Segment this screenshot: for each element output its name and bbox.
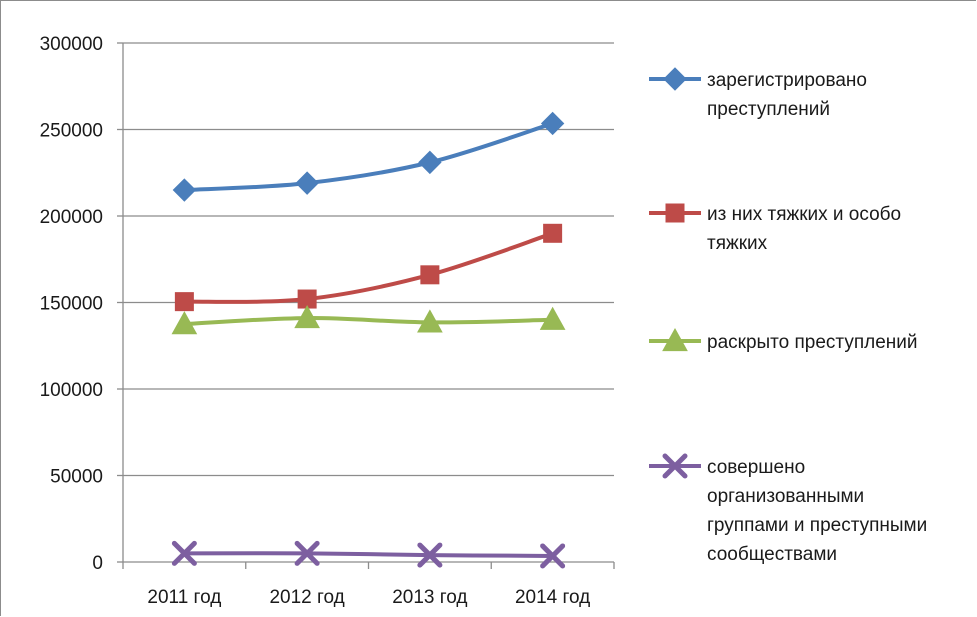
diamond-marker	[540, 111, 565, 136]
triangle-marker	[539, 306, 566, 330]
legend-label: преступлений	[707, 99, 830, 120]
x-tick-label: 2012 год	[269, 587, 344, 608]
legend-triangle-marker	[662, 327, 688, 352]
legend-diamond-marker	[663, 67, 687, 91]
x-axis-tick-labels: 2011 год 2012 год 2013 год 2014 год	[147, 587, 590, 608]
x-marker	[540, 543, 566, 569]
y-tick-label: 150000	[40, 294, 103, 315]
series-lines	[171, 111, 566, 569]
legend: зарегистрировано преступлений из них тяжки…	[649, 67, 927, 565]
legend-x-marker-stroke	[662, 453, 688, 479]
legend-x-marker	[662, 453, 688, 479]
axes	[117, 42, 615, 569]
legend-label: организованными	[707, 486, 864, 507]
square-marker	[543, 223, 563, 243]
diamond-marker	[418, 150, 442, 175]
x-marker-stroke	[294, 540, 320, 566]
x-tick-label: 2011 год	[147, 587, 221, 608]
legend-label: из них тяжких и особо	[707, 204, 901, 225]
series-line	[184, 316, 553, 327]
y-tick-label: 200000	[40, 207, 103, 228]
x-marker-stroke	[417, 542, 443, 568]
y-tick-label: 300000	[40, 34, 103, 55]
series-1	[172, 111, 565, 202]
series-line	[184, 231, 554, 304]
x-marker	[294, 540, 320, 566]
gridlines	[123, 42, 614, 477]
x-marker	[417, 542, 443, 568]
series-line	[184, 121, 554, 193]
square-marker	[420, 265, 440, 285]
x-marker	[171, 540, 197, 566]
series-line	[184, 551, 553, 558]
legend-square-marker	[665, 203, 685, 223]
legend-entry-4: совершено организованными группами и прест…	[649, 453, 927, 565]
legend-entry-3: раскрыто преступлений	[649, 327, 918, 353]
y-tick-label: 0	[92, 553, 103, 574]
legend-label: совершено	[707, 457, 805, 478]
x-tick-label: 2013 год	[392, 587, 467, 608]
legend-label: группами и преступными	[707, 515, 927, 536]
legend-label: зарегистрировано	[707, 70, 867, 91]
legend-label: тяжких	[707, 233, 768, 254]
series-4	[171, 540, 566, 569]
y-tick-label: 250000	[40, 121, 103, 142]
legend-label: раскрыто преступлений	[707, 332, 918, 353]
triangle-marker	[171, 311, 198, 335]
triangle-marker	[417, 309, 443, 333]
y-tick-label: 50000	[50, 467, 103, 488]
x-tick-label: 2014 год	[515, 587, 590, 608]
series-3	[171, 305, 566, 335]
legend-entry-2: из них тяжких и особо тяжких	[649, 203, 901, 254]
x-marker-stroke	[540, 543, 566, 569]
legend-label: сообществами	[707, 544, 837, 565]
y-tick-label: 100000	[40, 380, 103, 401]
y-axis-tick-labels: 0 50000 100000 150000 200000 250000 300000	[40, 34, 103, 574]
x-marker-stroke	[171, 540, 197, 566]
legend-entry-1: зарегистрировано преступлений	[649, 67, 867, 120]
diamond-marker	[172, 178, 197, 202]
diamond-marker	[295, 171, 319, 195]
triangle-marker	[294, 305, 320, 329]
square-marker	[174, 292, 194, 312]
series-2	[174, 223, 563, 312]
